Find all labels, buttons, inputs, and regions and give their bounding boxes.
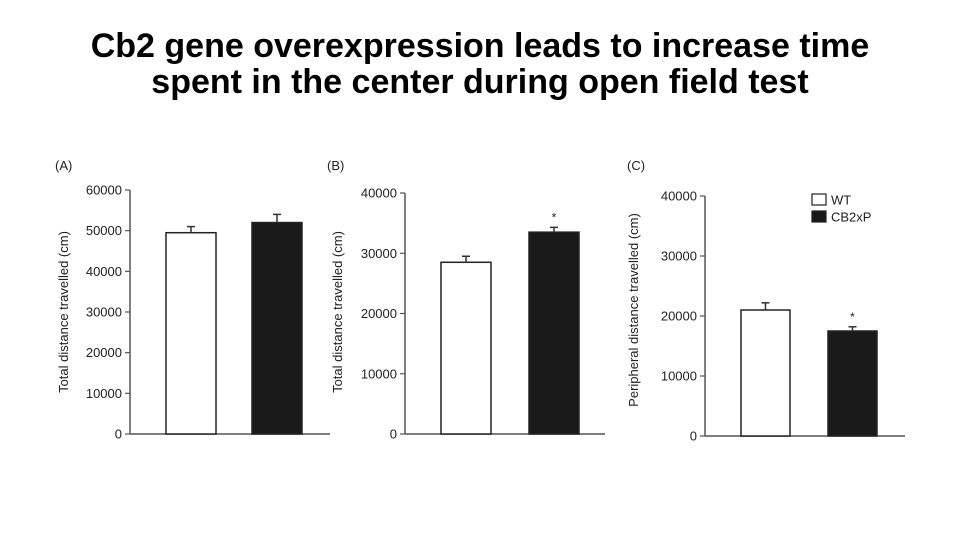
y-tick-label: 40000	[86, 264, 122, 279]
y-tick-label: 40000	[661, 189, 697, 204]
y-tick-label: 20000	[661, 309, 697, 324]
bar-CB2xP	[528, 231, 580, 435]
legend-swatch-CB2xP	[811, 210, 827, 223]
y-tick-label: 50000	[86, 223, 122, 238]
y-tick-label: 0	[115, 427, 122, 442]
legend-swatch-WT	[811, 193, 827, 206]
y-tick-label: 0	[690, 429, 697, 444]
y-tick-label: 10000	[661, 369, 697, 384]
bar-WT	[165, 231, 217, 435]
y-axis-label: Total distance travelled (cm)	[56, 231, 71, 393]
y-tick-label: 0	[390, 427, 397, 442]
y-tick-label: 10000	[86, 386, 122, 401]
y-tick-label: 60000	[86, 183, 122, 198]
slide-title: Cb2 gene overexpression leads to increas…	[40, 28, 920, 100]
y-tick-label: 20000	[86, 345, 122, 360]
slide-title-line-1: Cb2 gene overexpression leads to increas…	[90, 27, 870, 65]
significance-marker: *	[552, 210, 557, 224]
bar-CB2xP	[251, 221, 303, 435]
y-tick-label: 10000	[361, 366, 397, 381]
legend-label: CB2xP	[831, 210, 871, 225]
y-tick-label: 30000	[86, 305, 122, 320]
panel-label: (A)	[55, 158, 72, 173]
y-tick-label: 20000	[361, 306, 397, 321]
legend-label: WT	[831, 193, 851, 208]
y-tick-label: 30000	[361, 246, 397, 261]
panel-label: (C)	[627, 158, 645, 173]
bar-WT	[440, 261, 492, 435]
panel-label: (B)	[327, 158, 344, 173]
y-tick-label: 30000	[661, 249, 697, 264]
y-axis-label: Total distance travelled (cm)	[330, 231, 345, 393]
significance-marker: *	[850, 310, 855, 324]
bar-CB2xP	[827, 330, 878, 437]
slide-title-line-2: spent in the center during open field te…	[151, 63, 809, 101]
y-tick-label: 40000	[361, 186, 397, 201]
y-axis-label: Peripheral distance travelled (cm)	[626, 213, 641, 407]
bar-WT	[740, 309, 791, 437]
